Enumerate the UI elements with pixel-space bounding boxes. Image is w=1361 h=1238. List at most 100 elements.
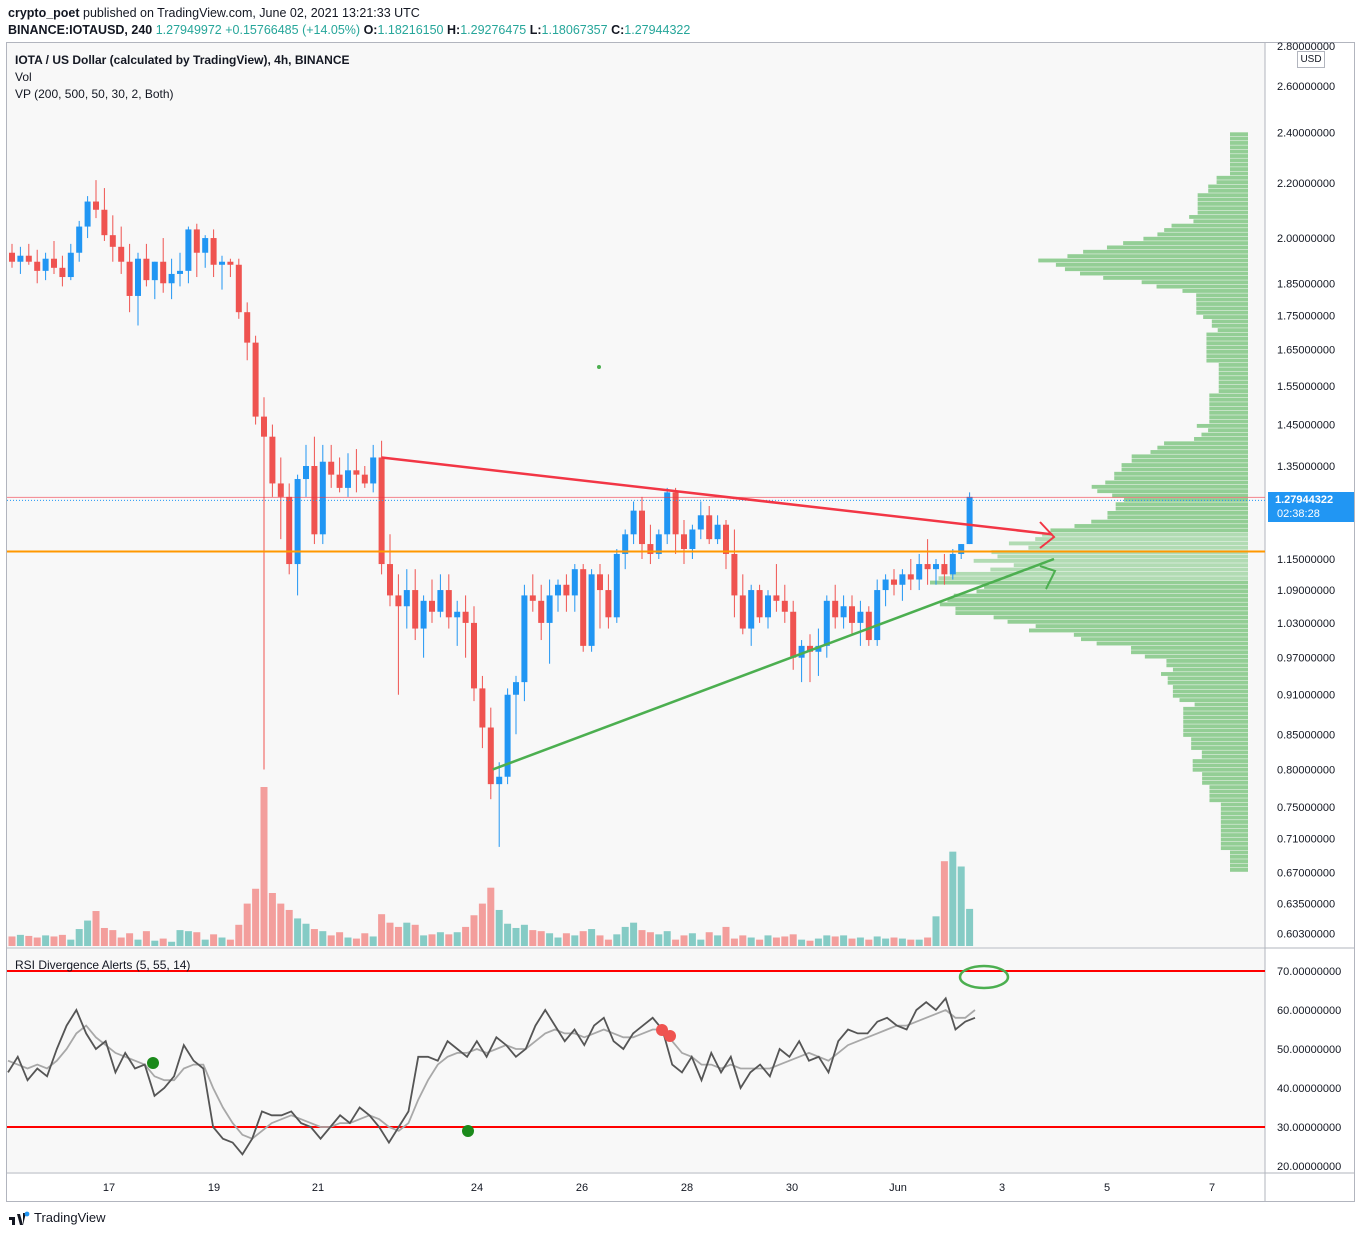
candle[interactable]	[378, 440, 385, 575]
candle[interactable]	[118, 226, 125, 274]
candle[interactable]	[227, 258, 234, 278]
candle[interactable]	[630, 501, 637, 545]
candle[interactable]	[739, 574, 746, 635]
candle[interactable]	[949, 548, 956, 580]
candle[interactable]	[723, 519, 729, 570]
candle[interactable]	[773, 564, 780, 612]
candle[interactable]	[613, 548, 620, 623]
candle[interactable]	[521, 584, 528, 702]
candle[interactable]	[219, 255, 225, 290]
price-pane[interactable]	[7, 43, 1265, 947]
candle[interactable]	[765, 590, 771, 629]
resistance-trendline[interactable]	[381, 456, 1053, 536]
candle[interactable]	[966, 492, 973, 545]
candle[interactable]	[269, 424, 276, 497]
candle[interactable]	[832, 584, 839, 629]
candle[interactable]	[748, 584, 755, 646]
volume-legend[interactable]: Vol	[15, 70, 32, 84]
chart-frame[interactable]	[6, 42, 1355, 1202]
candle[interactable]	[555, 579, 561, 612]
candle[interactable]	[605, 574, 612, 629]
candle[interactable]	[933, 558, 939, 585]
candle[interactable]	[597, 564, 603, 629]
candle[interactable]	[9, 243, 15, 268]
candle[interactable]	[941, 553, 948, 585]
candle[interactable]	[706, 506, 713, 545]
candle[interactable]	[563, 574, 570, 612]
candle[interactable]	[286, 483, 293, 575]
candle[interactable]	[580, 564, 587, 652]
candle[interactable]	[529, 574, 536, 612]
candle[interactable]	[639, 496, 645, 559]
candle[interactable]	[916, 553, 923, 591]
candle[interactable]	[319, 444, 326, 545]
candle[interactable]	[126, 243, 133, 313]
candle[interactable]	[538, 584, 545, 641]
candle[interactable]	[59, 255, 66, 287]
candle[interactable]	[135, 252, 141, 326]
candle[interactable]	[84, 196, 91, 239]
candle[interactable]	[781, 584, 788, 623]
candle[interactable]	[689, 524, 696, 559]
currency-badge[interactable]: USD	[1297, 51, 1325, 68]
candle[interactable]	[445, 574, 452, 629]
candle[interactable]	[588, 569, 595, 652]
candle[interactable]	[429, 579, 435, 623]
rsi-pane[interactable]	[7, 949, 1265, 1172]
candle[interactable]	[210, 229, 217, 278]
candle[interactable]	[252, 335, 259, 425]
candle[interactable]	[244, 302, 251, 361]
candle[interactable]	[294, 474, 301, 596]
candle[interactable]	[571, 564, 578, 612]
candle[interactable]	[882, 574, 889, 607]
candle[interactable]	[714, 515, 721, 545]
candle[interactable]	[823, 595, 830, 658]
candle[interactable]	[849, 595, 855, 635]
candle[interactable]	[622, 529, 629, 570]
candle[interactable]	[857, 600, 864, 646]
candle[interactable]	[17, 246, 24, 274]
candle[interactable]	[479, 675, 486, 749]
candle[interactable]	[395, 574, 402, 695]
candle[interactable]	[874, 579, 881, 646]
candle[interactable]	[160, 238, 167, 293]
candle[interactable]	[681, 519, 687, 565]
candle[interactable]	[25, 243, 32, 265]
candle[interactable]	[907, 558, 914, 591]
candle[interactable]	[361, 466, 368, 488]
candle[interactable]	[924, 539, 931, 585]
candle[interactable]	[93, 180, 99, 219]
candle[interactable]	[731, 529, 738, 618]
candle[interactable]	[647, 524, 654, 565]
candle[interactable]	[756, 584, 763, 623]
candle[interactable]	[807, 634, 813, 683]
candle[interactable]	[672, 487, 679, 554]
candle[interactable]	[865, 606, 872, 646]
candle[interactable]	[345, 453, 351, 497]
candle[interactable]	[513, 675, 519, 735]
candle[interactable]	[76, 220, 83, 262]
candle[interactable]	[109, 215, 116, 262]
candle[interactable]	[546, 579, 553, 664]
candle[interactable]	[193, 223, 200, 278]
candle[interactable]	[151, 261, 158, 300]
candle[interactable]	[840, 595, 847, 629]
candle[interactable]	[403, 569, 410, 629]
candle[interactable]	[387, 534, 393, 607]
volume-profile-legend[interactable]: VP (200, 500, 50, 30, 2, Both)	[15, 87, 174, 101]
candle[interactable]	[655, 529, 662, 559]
candle[interactable]	[311, 436, 318, 545]
tradingview-logo[interactable]: TradingView	[8, 1210, 106, 1225]
candle[interactable]	[328, 444, 335, 488]
candle[interactable]	[496, 762, 503, 847]
candle[interactable]	[454, 600, 461, 646]
candle[interactable]	[353, 449, 360, 493]
candle[interactable]	[336, 457, 343, 493]
candle[interactable]	[235, 258, 242, 319]
candle[interactable]	[420, 595, 427, 658]
rsi-legend[interactable]: RSI Divergence Alerts (5, 55, 14)	[15, 958, 191, 972]
candle[interactable]	[487, 707, 494, 800]
candle[interactable]	[790, 600, 797, 670]
candle[interactable]	[437, 574, 444, 618]
candle[interactable]	[177, 252, 183, 287]
